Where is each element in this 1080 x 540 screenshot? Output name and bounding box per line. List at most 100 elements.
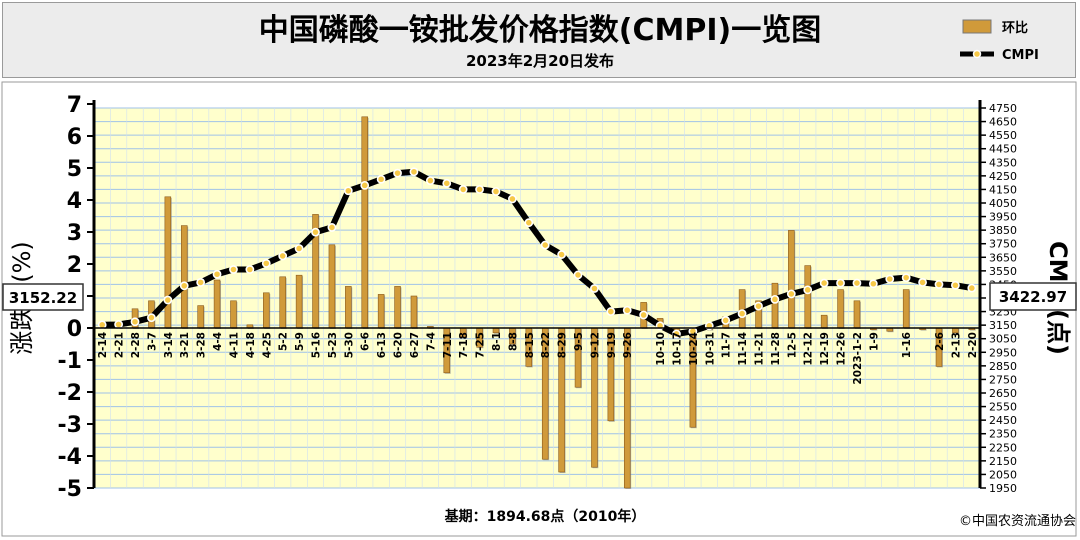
cmpi-point [130, 317, 140, 327]
x-tick-label: 10-24 [688, 332, 700, 366]
bar [345, 286, 352, 329]
bar [738, 289, 746, 329]
x-tick-label: 8-8 [507, 332, 519, 351]
cmpi-point [573, 270, 583, 280]
left-tick-label: 7 [67, 93, 82, 118]
bar [410, 295, 418, 329]
cmpi-point [803, 285, 813, 295]
copyright-text: ©中国农资流通协会 [959, 514, 1076, 529]
x-tick-label: 2-21 [114, 332, 126, 358]
right-tick-label: 2550 [989, 401, 1017, 414]
bar [164, 196, 172, 329]
cmpi-point [540, 240, 550, 250]
left-tick-label: -1 [58, 349, 82, 374]
right-tick-label: 3950 [989, 211, 1017, 224]
x-tick-label: 4-11 [228, 332, 240, 358]
bar [328, 244, 336, 329]
cmpi-point [261, 258, 271, 268]
bar [263, 292, 270, 329]
cmpi-point [229, 265, 238, 274]
cmpi-point [721, 315, 731, 325]
cmpi-point [524, 218, 534, 228]
cmpi-point [507, 194, 517, 204]
legend-label-line: CMPI [1002, 48, 1039, 63]
bar [279, 276, 286, 329]
right-tick-label: 2950 [989, 346, 1017, 359]
x-tick-label: 7-25 [475, 332, 487, 358]
cmpi-point [245, 265, 255, 274]
cmpi-point [934, 280, 944, 289]
cmpi-point [327, 223, 337, 232]
legend-label-bar: 环比 [1002, 20, 1028, 36]
cmpi-point [114, 320, 124, 329]
bar [853, 300, 861, 329]
x-tick-label: 6-13 [376, 332, 388, 358]
line-series-cmpi [97, 167, 977, 339]
cmpi-point [885, 274, 895, 284]
legend-marker [972, 49, 982, 59]
x-tick-label: 11-21 [754, 332, 766, 366]
x-tick-label: 10-10 [655, 332, 667, 366]
bar [771, 282, 779, 329]
x-tick-label: 3-28 [196, 332, 208, 358]
right-tick-label: 1950 [989, 482, 1017, 495]
x-tick-label: 10-31 [704, 332, 716, 366]
grid [93, 107, 981, 489]
axes [87, 100, 986, 489]
x-tick-label: 9-5 [573, 332, 585, 351]
cmpi-point [786, 289, 796, 299]
bar [837, 289, 844, 329]
bar [230, 300, 237, 329]
start-value-box: 3152.22 [2, 283, 84, 311]
x-tick-label: 4-18 [245, 332, 257, 358]
cmpi-point [967, 283, 977, 293]
right-tick-label: 3050 [989, 333, 1017, 346]
x-tick-label: 2-20 [967, 332, 979, 358]
title-banner [2, 2, 1076, 78]
bar [213, 279, 221, 329]
x-tick-label: 2-13 [950, 332, 962, 358]
x-tick-label: 9-19 [606, 332, 618, 358]
cmpi-point [950, 280, 960, 290]
right-tick-label: 2150 [989, 455, 1017, 468]
left-tick-label: 5 [67, 157, 82, 182]
x-tick-label: 5-30 [343, 332, 355, 358]
left-tick-label: 4 [67, 189, 82, 214]
cmpi-point [409, 167, 419, 177]
bar [902, 289, 910, 329]
axis-labels: 76543210-1-2-3-4-54750465045504450435042… [8, 93, 1072, 502]
right-tick-label: 4550 [989, 129, 1017, 142]
x-tick-label: 2-28 [130, 332, 142, 358]
bar [394, 286, 401, 329]
x-tick-label: 11-7 [721, 332, 733, 358]
x-tick-label: 3-21 [179, 332, 191, 358]
x-tick-label: 12-5 [786, 332, 798, 358]
cmpi-point [311, 227, 320, 237]
x-tick-label: 8-1 [491, 332, 503, 351]
right-tick-label: 4350 [989, 156, 1017, 169]
right-tick-label: 4450 [989, 143, 1017, 156]
x-tick-label: 2-6 [934, 332, 946, 351]
right-tick-label: 4650 [989, 116, 1017, 129]
x-tick-label: 7-18 [458, 332, 470, 358]
x-tick-label: 4-25 [261, 332, 273, 358]
bar [361, 116, 368, 329]
x-tick-label: 9-26 [622, 332, 634, 358]
cmpi-point [770, 294, 780, 304]
x-tick-label: 7-4 [425, 332, 437, 351]
end-value-box: 3422.97 [989, 282, 1077, 311]
start-value-label: 3152.22 [9, 289, 77, 307]
cmpi-point [212, 269, 222, 279]
left-tick-label: -5 [58, 477, 82, 502]
x-tick-label: 12-26 [836, 332, 848, 366]
cmpi-point [852, 278, 862, 288]
right-tick-label: 3650 [989, 251, 1017, 264]
cmpi-point [294, 244, 304, 253]
right-tick-label: 2750 [989, 373, 1017, 386]
x-tick-label: 5-16 [311, 332, 323, 358]
right-tick-label: 3750 [989, 238, 1017, 251]
x-tick-label: 10-17 [671, 332, 683, 366]
cmpi-point [147, 313, 156, 323]
right-tick-label: 4750 [989, 102, 1017, 115]
